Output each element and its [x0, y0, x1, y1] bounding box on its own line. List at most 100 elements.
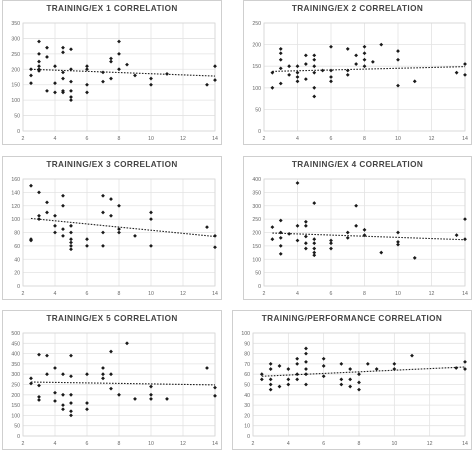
data-point	[37, 398, 41, 402]
data-point	[278, 252, 283, 256]
x-tick-label: 14	[462, 291, 468, 297]
data-point	[53, 399, 57, 403]
data-point	[321, 356, 326, 361]
y-tick-label: 20	[14, 271, 20, 277]
x-tick-label: 8	[363, 291, 366, 297]
data-point	[454, 366, 459, 370]
data-point	[339, 362, 344, 366]
data-point	[109, 197, 113, 201]
y-tick-label: 70	[244, 362, 250, 368]
data-point	[312, 85, 317, 90]
x-tick-label: 4	[287, 441, 290, 447]
chart-panel-ex5: TRAINING/EX 5 CORRELATION 0 50 100 150 200 25…	[2, 310, 222, 450]
x-tick-label: 6	[86, 136, 89, 142]
data-point	[61, 372, 65, 377]
data-point	[69, 247, 73, 252]
y-tick-label: 50	[244, 383, 250, 389]
data-point	[357, 380, 361, 385]
data-point	[109, 349, 113, 354]
x-tick-label: 4	[296, 136, 299, 142]
x-tick-label: 12	[429, 291, 435, 297]
data-point	[45, 372, 49, 377]
x-tick-label: 6	[86, 441, 89, 447]
data-point	[213, 385, 217, 390]
data-point	[213, 78, 217, 82]
data-point	[69, 392, 73, 397]
y-tick-label: 40	[14, 257, 20, 263]
data-point	[329, 246, 333, 251]
data-point	[101, 376, 105, 381]
data-point	[213, 393, 217, 398]
data-point	[362, 44, 367, 49]
data-point	[37, 64, 41, 69]
data-point	[312, 241, 317, 246]
data-point	[320, 68, 325, 73]
data-point	[69, 79, 73, 84]
data-point	[304, 372, 308, 377]
data-point	[286, 382, 291, 387]
data-point	[304, 367, 308, 371]
data-point	[37, 217, 41, 222]
y-tick-label: 90	[244, 341, 250, 347]
data-point	[268, 387, 273, 392]
data-point	[69, 401, 73, 405]
data-point	[85, 407, 89, 412]
data-point	[463, 217, 467, 222]
data-point	[312, 201, 317, 205]
data-point	[69, 353, 73, 358]
data-point	[295, 362, 300, 366]
data-point	[362, 227, 367, 232]
x-tick-label: 6	[330, 136, 333, 142]
data-point	[61, 403, 65, 407]
data-point	[101, 70, 105, 75]
data-point	[365, 362, 370, 366]
chart-panel-performance: TRAINING/PERFORMANCE CORRELATION 0 10 20 30…	[232, 310, 472, 450]
data-point	[454, 70, 459, 75]
data-point	[117, 203, 121, 208]
data-point	[53, 366, 57, 370]
data-point	[45, 200, 49, 205]
data-point	[85, 67, 89, 72]
chart-title: TRAINING/EX 1 CORRELATION	[46, 4, 178, 13]
data-point	[133, 73, 137, 78]
data-point	[69, 243, 73, 248]
x-tick-label: 8	[118, 136, 121, 142]
data-point	[149, 384, 153, 389]
data-point	[109, 56, 113, 61]
plot-area	[22, 178, 216, 287]
data-point	[69, 237, 73, 242]
x-tick-label: 12	[427, 441, 433, 447]
chart-panel-ex1: TRAINING/EX 1 CORRELATION 0 50 100 150 200 25…	[2, 0, 222, 145]
data-point	[321, 364, 326, 368]
data-point	[101, 243, 105, 248]
data-point	[295, 238, 300, 243]
data-point	[303, 234, 308, 239]
data-point	[149, 243, 153, 248]
data-point	[61, 76, 65, 81]
data-point	[354, 203, 359, 208]
data-point	[29, 381, 33, 386]
y-tick-label: 100	[252, 86, 261, 92]
data-point	[348, 367, 353, 371]
y-tick-label: 80	[244, 352, 250, 358]
data-point	[85, 90, 89, 95]
data-point	[463, 72, 467, 77]
data-point	[125, 341, 129, 346]
data-point	[312, 70, 317, 75]
y-tick-label: 100	[11, 413, 20, 419]
data-point	[149, 76, 153, 81]
data-point	[303, 62, 308, 66]
x-tick-label: 2	[252, 441, 255, 447]
data-point	[133, 233, 137, 238]
data-point	[101, 230, 105, 235]
trendline	[30, 217, 216, 238]
scatter-plot-ex5: 0 50 100 150 200 250 300 350 400 450 500 2 4 6 8 10 12 14	[11, 331, 218, 447]
y-tick-label: 150	[11, 403, 20, 409]
trendline	[261, 366, 466, 377]
data-point	[304, 351, 308, 356]
data-point	[463, 237, 467, 242]
data-point	[37, 190, 41, 195]
data-point	[303, 241, 308, 246]
data-point	[61, 203, 65, 208]
data-point	[303, 219, 308, 224]
